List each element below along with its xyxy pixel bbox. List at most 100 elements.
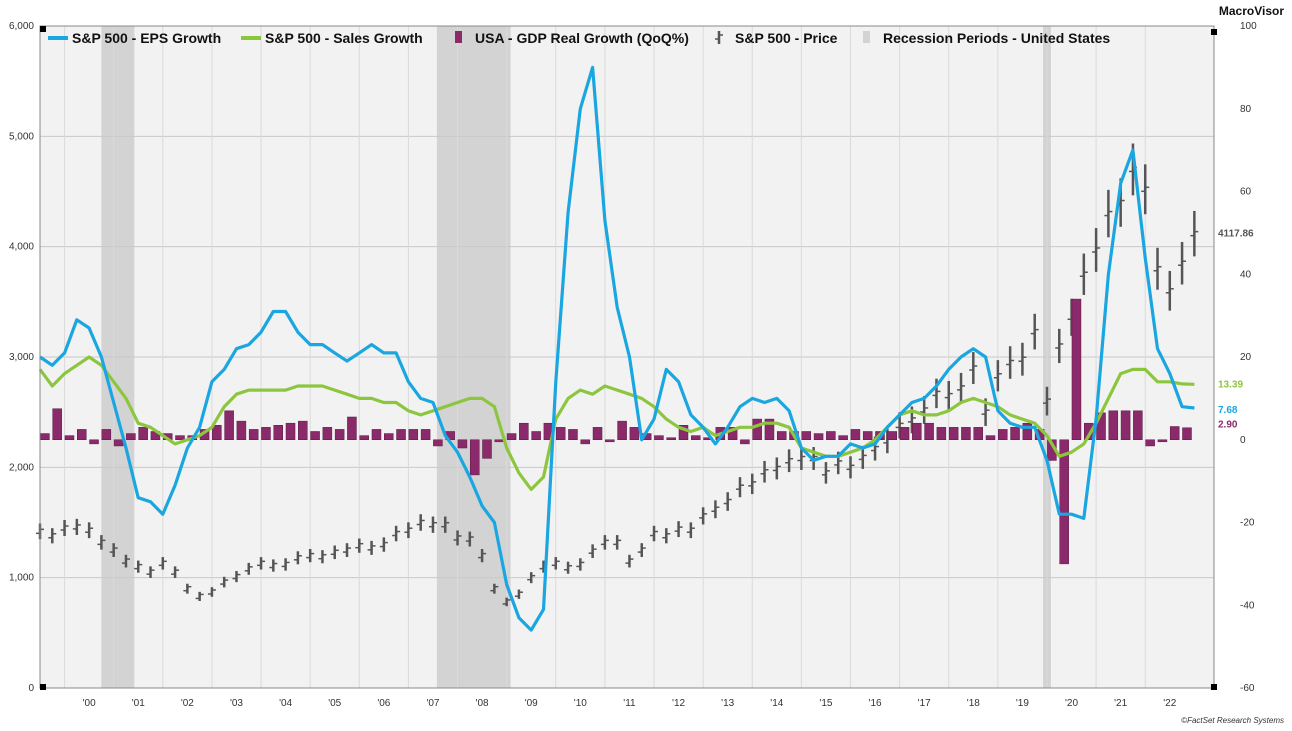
gdp-bar — [1059, 439, 1069, 565]
right-tick-label: 60 — [1240, 187, 1252, 198]
gdp-bar — [1120, 410, 1131, 441]
gdp-bar — [494, 439, 505, 443]
x-tick-label: '00 — [83, 698, 96, 709]
sales-growth-line — [38, 355, 1195, 491]
gdp-bar — [371, 429, 382, 440]
x-tick-label: '08 — [476, 698, 489, 709]
gdp-bar — [678, 425, 689, 440]
gdp-bar — [433, 439, 443, 447]
gdp-bar — [506, 433, 517, 441]
right-tick-label: -20 — [1240, 518, 1255, 529]
gdp-bar — [113, 439, 124, 447]
x-tick-label: '11 — [623, 698, 636, 709]
gdp-bar — [126, 433, 136, 441]
right-tick-label: 80 — [1240, 104, 1252, 115]
gdp-bar — [936, 427, 947, 440]
gdp-bar — [1169, 426, 1180, 441]
gdp-bar — [531, 431, 541, 441]
gdp-bar — [420, 429, 431, 440]
right-tick-label: -60 — [1240, 683, 1255, 694]
axis-layer: 0 1,000 2,000 3,000 4,000 5,000 6,000 -60 -40 -20… — [9, 21, 1257, 709]
x-tick-label: '15 — [819, 698, 832, 709]
gdp-bar — [887, 431, 898, 441]
gdp-end-label: 2.90 — [1218, 419, 1238, 430]
gdp-bar — [838, 435, 848, 440]
x-tick-label: '19 — [1016, 698, 1029, 709]
gdp-bar — [273, 425, 283, 440]
x-tick-label: '18 — [967, 698, 980, 709]
gdp-bar — [175, 435, 185, 440]
price-end-label: 4117.86 — [1218, 229, 1254, 240]
gdp-bar — [1133, 410, 1143, 441]
brand-label: MacroVisor — [1219, 4, 1284, 18]
x-tick-label: '03 — [230, 698, 243, 709]
gdp-bar — [347, 416, 357, 440]
gdp-bar — [727, 427, 738, 440]
gdp-bar — [384, 433, 394, 441]
gdp-bar — [1157, 439, 1168, 443]
gdp-bar — [813, 433, 824, 441]
gdp-bar — [52, 408, 62, 440]
left-tick-label: 4,000 — [9, 242, 34, 253]
left-tick-label: 6,000 — [9, 21, 34, 32]
gdp-bar — [77, 429, 87, 440]
gdp-bar — [519, 422, 529, 441]
corner-marker-bottom-left — [40, 684, 46, 690]
gdp-bar — [298, 420, 308, 441]
gdp-bar — [850, 429, 861, 440]
legend-label: S&P 500 - Price — [735, 30, 838, 46]
legend-label: USA - GDP Real Growth (QoQ%) — [475, 30, 689, 46]
gdp-bar — [64, 435, 75, 440]
x-tick-label: '02 — [181, 698, 194, 709]
gdp-bar — [236, 420, 247, 441]
gdp-bar — [482, 439, 492, 459]
gdp-bar — [261, 427, 271, 440]
x-tick-label: '04 — [279, 698, 292, 709]
gdp-bar — [764, 418, 775, 440]
left-tick-label: 0 — [28, 683, 34, 694]
gdp-bar — [740, 439, 750, 445]
gdp-bar — [248, 429, 259, 440]
corner-marker-top-left — [40, 26, 46, 32]
eps-growth-line — [39, 65, 1195, 632]
gdp-bar — [592, 427, 603, 440]
left-tick-label: 1,000 — [9, 573, 34, 584]
gdp-bar — [912, 422, 922, 441]
x-tick-label: '06 — [377, 698, 390, 709]
gdp-bar — [629, 427, 640, 440]
x-tick-label: '20 — [1065, 698, 1078, 709]
gdp-bar — [666, 437, 676, 440]
gdp-bar — [973, 427, 983, 440]
gdp-bar — [322, 427, 333, 440]
right-tick-label: 0 — [1240, 435, 1246, 446]
gdp-bar — [408, 429, 419, 440]
x-tick-label: '10 — [574, 698, 587, 709]
legend-swatch-bar — [455, 31, 462, 43]
legend: S&P 500 - EPS Growth S&P 500 - Sales Grow… — [48, 30, 1110, 46]
gdp-bar-series — [40, 298, 1192, 565]
corner-marker-bottom-right — [1211, 684, 1217, 690]
gdp-bar — [617, 420, 627, 441]
gdp-bar — [961, 427, 971, 440]
sales-end-label: 13.39 — [1218, 379, 1243, 390]
gdp-bar — [89, 439, 99, 445]
gdp-bar — [285, 422, 296, 441]
x-tick-label: '09 — [525, 698, 538, 709]
x-tick-label: '12 — [672, 698, 685, 709]
x-tick-label: '01 — [132, 698, 145, 709]
gdp-bar — [862, 431, 873, 441]
gdp-bar — [555, 427, 566, 440]
gdp-bar — [1182, 427, 1192, 441]
gdp-bar — [801, 431, 812, 441]
gdp-bar — [1010, 427, 1020, 440]
gdp-bar — [310, 431, 320, 441]
left-tick-label: 3,000 — [9, 352, 34, 363]
corner-marker-top-right — [1211, 29, 1217, 35]
gdp-bar — [654, 435, 664, 440]
legend-label: S&P 500 - EPS Growth — [72, 30, 221, 46]
right-tick-label: 20 — [1240, 352, 1252, 363]
gdp-bar — [224, 410, 234, 441]
gdp-bar — [568, 429, 578, 440]
gdp-bar — [334, 429, 345, 440]
